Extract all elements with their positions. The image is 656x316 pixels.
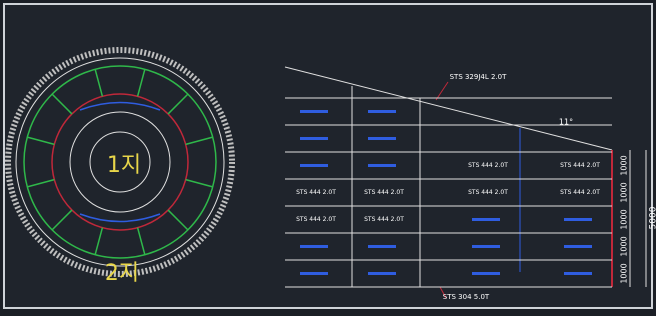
material-label: STS 444 2.0T <box>296 216 336 223</box>
total-dim: 5000 <box>649 206 656 229</box>
material-label: STS 444 2.0T <box>468 162 508 169</box>
material-label: STS 329J4L 2.0T <box>450 73 508 81</box>
cad-drawing: 1지 2지 STS 329J4L 2.0T STS 304 5.0T 11° 5… <box>0 0 656 312</box>
material-label: STS 444 2.0T <box>560 189 600 196</box>
angle-label: 11° <box>559 118 573 127</box>
dim-label: 1000 <box>620 263 629 283</box>
plan-label: 2지 <box>105 261 139 286</box>
dim-label: 1000 <box>620 182 629 202</box>
dim-label: 1000 <box>620 209 629 229</box>
material-label: STS 444 2.0T <box>560 162 600 169</box>
material-label: STS 444 2.0T <box>296 189 336 196</box>
material-label: STS 444 2.0T <box>364 189 404 196</box>
material-label: STS 444 2.0T <box>364 216 404 223</box>
dim-label: 1000 <box>620 155 629 175</box>
plan-label: 1지 <box>107 153 141 178</box>
material-label: STS 444 2.0T <box>468 189 508 196</box>
dim-label: 1000 <box>620 236 629 256</box>
material-label: STS 304 5.0T <box>443 293 490 301</box>
